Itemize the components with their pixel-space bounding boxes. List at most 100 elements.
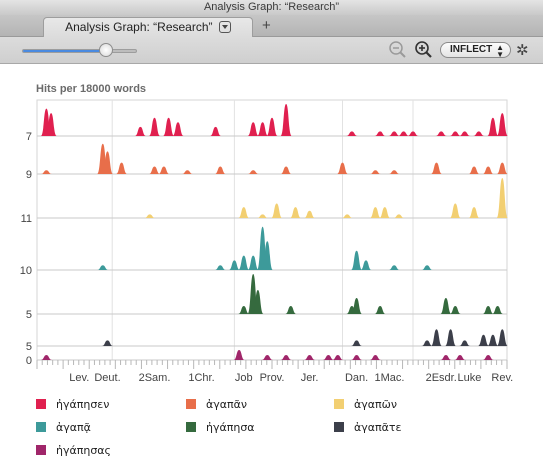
toolbar: INFLECT ▲ ▼ ✲: [0, 37, 543, 64]
series-peak: [459, 340, 471, 346]
series-peak: [449, 203, 461, 218]
x-tick-label: 1Chr.: [188, 372, 214, 384]
slider-knob[interactable]: [98, 43, 113, 57]
row-max-label: 5: [26, 341, 32, 353]
series-peak: [430, 329, 443, 346]
x-tick-label: Rev.: [491, 372, 513, 384]
series-peak: [487, 117, 499, 136]
row-max-label: 7: [26, 131, 32, 143]
series-peak: [341, 214, 353, 218]
series-peak: [148, 117, 161, 136]
x-tick-label: Deut.: [94, 372, 120, 384]
series-peak: [350, 250, 363, 270]
series-peak: [468, 207, 480, 218]
series-peak: [350, 298, 363, 314]
legend-swatch: [186, 399, 196, 409]
series-peak: [40, 170, 53, 174]
series-peak: [214, 265, 226, 270]
inflect-label: INFLECT: [450, 44, 493, 55]
series-peak: [421, 340, 433, 346]
series-peak: [346, 131, 358, 136]
x-tick-label: Luke: [457, 372, 481, 384]
series-peak: [388, 265, 400, 270]
series-peak: [256, 122, 269, 136]
row-max-label: 10: [20, 265, 32, 277]
legend-swatch: [334, 399, 344, 409]
series-peak: [421, 265, 433, 270]
plot-area: [36, 99, 508, 361]
new-tab-button[interactable]: +: [262, 17, 271, 34]
series-peak: [491, 306, 504, 314]
series-peak: [238, 255, 250, 270]
series-peak: [435, 131, 447, 136]
series-peak: [280, 104, 292, 136]
legend-swatch: [36, 445, 46, 455]
x-tick-label: Prov.: [260, 372, 285, 384]
series-peak: [393, 214, 405, 218]
legend-swatch: [186, 422, 196, 432]
series-peak: [256, 214, 269, 218]
dropdown-arrows-icon: ▲ ▼: [496, 43, 504, 59]
inflect-dropdown[interactable]: INFLECT ▲ ▼: [440, 42, 511, 59]
series-peak: [336, 162, 349, 174]
series-peak: [369, 207, 382, 218]
series-peak: [247, 170, 259, 174]
tab-menu-icon[interactable]: [218, 21, 231, 33]
series-peak: [496, 162, 508, 174]
row-max-label: 11: [21, 213, 32, 225]
x-tick-label: Jer.: [301, 372, 319, 384]
legend-label: ἀγαπᾶτε: [354, 421, 402, 434]
series-peak: [496, 113, 508, 136]
legend-swatch: [36, 399, 46, 409]
series-peak: [45, 113, 57, 136]
series-peak: [252, 290, 264, 314]
chart-title: Hits per 18000 words: [36, 83, 147, 95]
series-peak: [360, 260, 372, 270]
series-peak: [144, 214, 156, 218]
legend-label: ἠγάπησας: [56, 444, 112, 457]
series-peak: [280, 166, 292, 174]
series-peak: [158, 166, 170, 174]
series-peak: [40, 355, 53, 360]
series-peak: [449, 131, 461, 136]
series-peak: [440, 298, 452, 314]
series-peak: [303, 355, 316, 360]
series-peak: [101, 151, 114, 174]
zoom-slider[interactable]: [22, 49, 137, 53]
analysis-chart: 7 9 11 10 5 5 0 Lev. Deut. 2Sam. 1Chr. Job Prov. Jer.…: [20, 99, 513, 384]
series-peak: [496, 329, 508, 346]
zoom-in-icon[interactable]: [414, 40, 434, 60]
series-peak: [374, 131, 386, 136]
series-peak: [332, 355, 344, 360]
series-peak: [397, 131, 410, 136]
gear-icon[interactable]: ✲: [516, 42, 529, 59]
row-max-label: 0: [26, 355, 32, 367]
series-peak: [407, 131, 419, 136]
series-peak: [487, 334, 499, 346]
series-peak: [369, 170, 382, 174]
series-peak: [379, 207, 391, 218]
series-peak: [233, 350, 245, 360]
tab-analysis-graph[interactable]: Analysis Graph: “Research”: [43, 17, 253, 37]
legend-label: ἀγαπᾶν: [206, 398, 248, 411]
series-peak: [289, 207, 302, 218]
series-peak: [134, 126, 147, 136]
series-peak: [477, 334, 490, 346]
legend-label: ἠγάπησεν: [56, 398, 110, 411]
series-peak: [261, 241, 273, 270]
x-tick-label: 2Sam.: [139, 372, 171, 384]
zoom-out-icon[interactable]: [388, 40, 408, 60]
series-peak: [454, 355, 466, 360]
series-peak: [238, 306, 250, 314]
x-tick-label: Lev.: [69, 372, 89, 384]
x-tick-label: Dan.: [345, 372, 368, 384]
legend-label: ἀγαπᾷ: [56, 421, 91, 434]
series-peak: [430, 162, 443, 174]
x-tick-label: 2Esdr.: [426, 372, 457, 384]
series-peak: [280, 355, 292, 360]
series-peak: [162, 117, 175, 136]
series-peak: [449, 306, 461, 314]
series-peak: [261, 355, 273, 360]
slider-fill: [23, 50, 106, 52]
tab-bar: Analysis Graph: “Research” +: [0, 15, 543, 37]
